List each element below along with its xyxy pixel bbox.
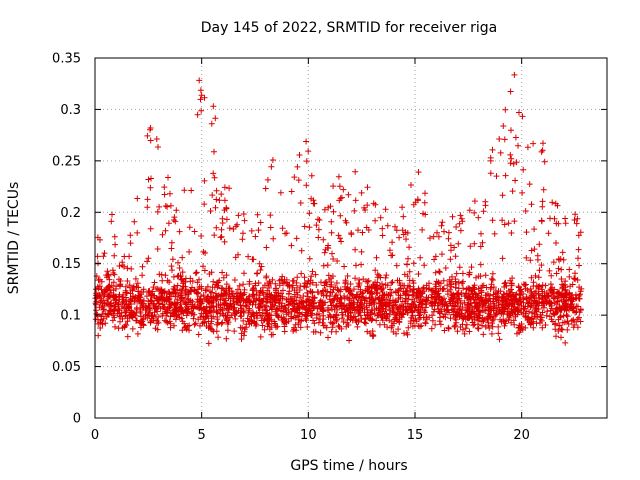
y-tick-label: 0.05 (52, 360, 81, 375)
x-tick-label: 5 (198, 428, 206, 443)
x-axis-ticks: 0 5 10 15 20 (91, 58, 530, 443)
x-tick-label: 15 (407, 428, 424, 443)
y-tick-label: 0.35 (52, 52, 81, 67)
y-tick-label: 0.1 (60, 309, 81, 324)
y-tick-label: 0.3 (60, 103, 81, 118)
series-srmtid-markers (92, 71, 585, 347)
chart-title: Day 145 of 2022, SRMTID for receiver rig… (201, 20, 498, 36)
grid-lines (95, 58, 607, 418)
plot-frame (94, 57, 608, 419)
y-tick-label: 0.15 (52, 257, 81, 272)
axes (94, 57, 608, 419)
data-points (92, 71, 585, 347)
x-tick-label: 10 (300, 428, 317, 443)
x-tick-label: 20 (513, 428, 530, 443)
x-tick-label: 0 (91, 428, 99, 443)
y-axis-ticks: 0 0.05 0.1 0.15 0.2 0.25 0.3 0.35 (52, 52, 607, 427)
y-tick-label: 0.25 (52, 154, 81, 169)
y-axis-label: SRMTID / TECUs (6, 182, 22, 295)
y-tick-label: 0 (73, 412, 81, 427)
x-axis-label: GPS time / hours (290, 458, 407, 474)
y-tick-label: 0.2 (60, 206, 81, 221)
